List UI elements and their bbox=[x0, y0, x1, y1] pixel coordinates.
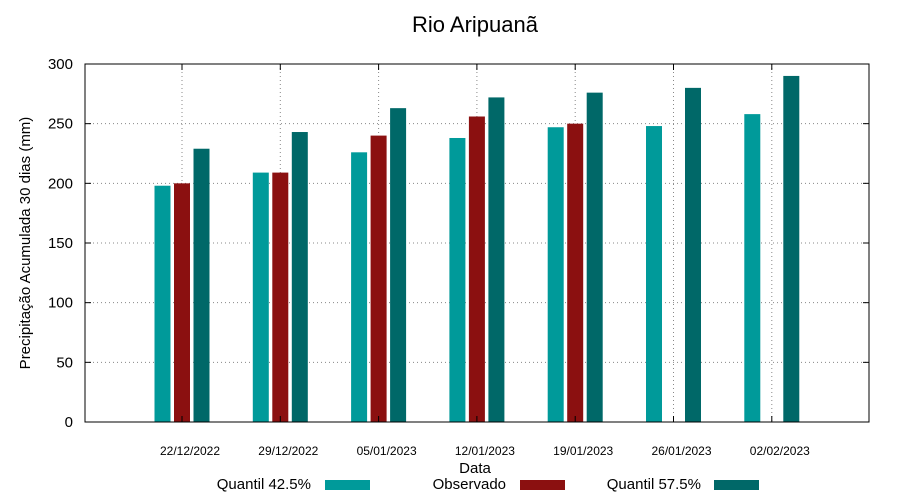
y-tick-label: 50 bbox=[56, 354, 73, 371]
y-tick-label: 300 bbox=[48, 56, 73, 73]
bar-quantil-42-5--6 bbox=[744, 114, 761, 423]
bars-layer bbox=[154, 75, 800, 423]
bar-quantil-57-5--0 bbox=[193, 148, 210, 422]
bar-quantil-42-5--1 bbox=[252, 172, 269, 422]
legend-label: Quantil 57.5% bbox=[607, 476, 701, 493]
bar-quantil-57-5--5 bbox=[685, 87, 701, 422]
bar-observado-0 bbox=[174, 183, 190, 422]
y-tick-label: 200 bbox=[48, 175, 73, 192]
bar-quantil-42-5--2 bbox=[351, 152, 368, 422]
y-tick-label: 100 bbox=[48, 295, 73, 312]
ticks-layer: 0 50 100 150 200 250 300 22/12/2022 29/12/2022 05… bbox=[48, 56, 869, 458]
legend-label: Quantil 42.5% bbox=[217, 476, 311, 493]
bar-quantil-57-5--2 bbox=[390, 108, 407, 423]
x-tick-label: 19/01/2023 bbox=[553, 444, 613, 458]
chart-title: Rio Aripuanã bbox=[412, 12, 539, 37]
bar-quantil-42-5--5 bbox=[646, 126, 662, 422]
x-axis-label: Data bbox=[459, 460, 491, 477]
x-tick-label: 02/02/2023 bbox=[750, 444, 810, 458]
y-tick-label: 250 bbox=[48, 116, 73, 133]
bar-quantil-57-5--3 bbox=[488, 97, 505, 422]
bar-observado-3 bbox=[468, 116, 485, 423]
x-tick-label: 12/01/2023 bbox=[455, 444, 515, 458]
y-tick-label: 150 bbox=[48, 235, 73, 252]
x-tick-label: 22/12/2022 bbox=[160, 444, 220, 458]
bar-observado-2 bbox=[370, 135, 387, 422]
bar-quantil-57-5--1 bbox=[291, 132, 308, 422]
bar-observado-1 bbox=[272, 172, 289, 422]
legend-swatch bbox=[520, 480, 565, 490]
x-tick-label: 26/01/2023 bbox=[651, 444, 711, 458]
legend: Quantil 42.5% Observado Quantil 57.5% bbox=[217, 476, 759, 493]
bar-quantil-42-5--4 bbox=[547, 127, 564, 422]
bar-quantil-57-5--4 bbox=[586, 92, 603, 422]
bar-quantil-42-5--3 bbox=[449, 137, 466, 422]
y-tick-label: 0 bbox=[65, 414, 73, 431]
y-axis-label: Precipitação Acumulada 30 dias (mm) bbox=[17, 117, 34, 370]
bar-quantil-42-5--0 bbox=[154, 185, 171, 422]
bar-quantil-57-5--6 bbox=[783, 75, 800, 422]
legend-swatch bbox=[714, 480, 759, 490]
bar-observado-4 bbox=[567, 123, 584, 423]
legend-swatch bbox=[325, 480, 370, 490]
legend-label: Observado bbox=[433, 476, 506, 493]
x-tick-label: 29/12/2022 bbox=[258, 444, 318, 458]
x-tick-label: 05/01/2023 bbox=[357, 444, 417, 458]
